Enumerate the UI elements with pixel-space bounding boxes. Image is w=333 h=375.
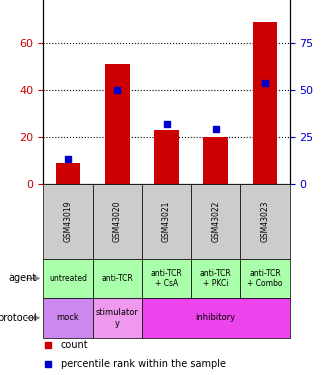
Text: anti-TCR: anti-TCR — [101, 274, 133, 283]
Text: anti-TCR
+ PKCi: anti-TCR + PKCi — [200, 269, 232, 288]
FancyBboxPatch shape — [142, 298, 290, 338]
Text: untreated: untreated — [49, 274, 87, 283]
Text: GSM43023: GSM43023 — [260, 201, 270, 242]
Text: anti-TCR
+ CsA: anti-TCR + CsA — [151, 269, 182, 288]
FancyBboxPatch shape — [43, 298, 93, 338]
FancyBboxPatch shape — [142, 184, 191, 259]
FancyBboxPatch shape — [43, 259, 93, 298]
Text: anti-TCR
+ Combo: anti-TCR + Combo — [247, 269, 283, 288]
FancyBboxPatch shape — [93, 259, 142, 298]
FancyBboxPatch shape — [142, 259, 191, 298]
Text: agent: agent — [8, 273, 37, 284]
Bar — [203, 137, 228, 184]
FancyBboxPatch shape — [43, 184, 93, 259]
FancyBboxPatch shape — [93, 184, 142, 259]
Text: protocol: protocol — [0, 313, 37, 323]
FancyBboxPatch shape — [191, 259, 240, 298]
Text: GSM43019: GSM43019 — [63, 201, 73, 242]
Text: GSM43021: GSM43021 — [162, 201, 171, 242]
FancyBboxPatch shape — [93, 298, 142, 338]
FancyBboxPatch shape — [240, 259, 290, 298]
Text: stimulator
y: stimulator y — [96, 308, 139, 327]
Text: GSM43022: GSM43022 — [211, 201, 220, 242]
Bar — [154, 130, 179, 184]
FancyBboxPatch shape — [191, 184, 240, 259]
Bar — [105, 64, 130, 184]
Bar — [253, 22, 277, 184]
FancyBboxPatch shape — [240, 184, 290, 259]
Text: percentile rank within the sample: percentile rank within the sample — [61, 359, 225, 369]
Text: inhibitory: inhibitory — [196, 314, 236, 322]
Text: mock: mock — [57, 314, 79, 322]
Text: count: count — [61, 340, 88, 350]
Text: GSM43020: GSM43020 — [113, 201, 122, 242]
Bar — [56, 163, 80, 184]
